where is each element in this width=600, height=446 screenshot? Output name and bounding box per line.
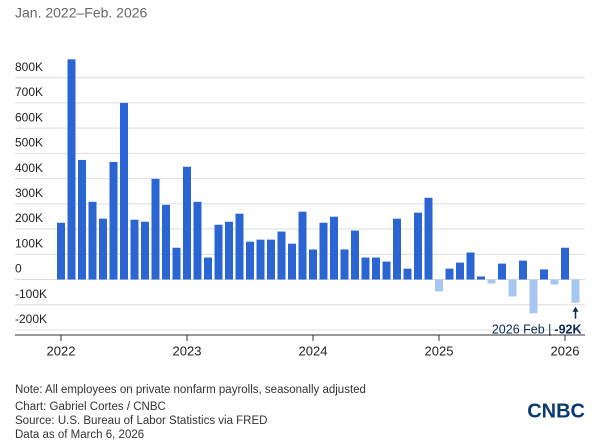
bar: [235, 213, 244, 280]
bar: [246, 241, 254, 280]
bar: [172, 247, 181, 280]
bar: [330, 216, 338, 280]
y-tick-label: 800K: [15, 60, 43, 74]
value-label: -92K: [554, 323, 581, 337]
bar: [477, 276, 485, 280]
chart-subtitle: Jan. 2022–Feb. 2026: [15, 5, 148, 21]
bar: [361, 257, 370, 280]
annotation-arrowhead: [572, 306, 579, 312]
x-tick-label: 2023: [173, 343, 202, 358]
bar: [571, 279, 580, 303]
y-tick-label: 500K: [15, 136, 43, 150]
x-tick-label: 2025: [425, 343, 454, 358]
bar: [372, 257, 380, 280]
bar: [120, 102, 128, 280]
bar: [67, 59, 76, 280]
bar: [456, 262, 464, 280]
source: Source: U.S. Bureau of Labor Statistics …: [15, 415, 267, 427]
bar: [88, 201, 97, 280]
bar: [382, 261, 391, 280]
y-tick-label: 600K: [15, 110, 43, 124]
y-tick-label: 0: [15, 262, 22, 276]
bar: [445, 268, 454, 280]
bar: [78, 159, 86, 280]
annotation: 2026 Feb | -92K: [492, 323, 582, 337]
y-tick-label: 400K: [15, 161, 43, 175]
bar: [162, 204, 170, 280]
bar: [109, 161, 118, 280]
y-tick-label: 300K: [15, 186, 43, 200]
bar: [204, 257, 212, 280]
bar: [277, 231, 286, 280]
bar: [340, 249, 349, 280]
bar: [309, 249, 317, 280]
data-date: Data as of March 6, 2026: [15, 429, 144, 441]
x-tick-label: 2026: [551, 343, 580, 358]
bar: [561, 247, 569, 280]
annotation-text: 2026 Feb |: [492, 323, 552, 337]
y-tick-label: -100K: [15, 287, 47, 301]
bar: [298, 211, 307, 280]
y-tick-label: 200K: [15, 211, 43, 225]
bar: [540, 269, 548, 280]
logo: CNBC: [527, 400, 585, 422]
bar: [498, 263, 506, 280]
bar: [214, 224, 223, 280]
bar: [288, 243, 296, 280]
bar: [151, 178, 160, 280]
credit: Chart: Gabriel Cortes / CNBC: [15, 401, 166, 413]
y-tick-label: -200K: [15, 312, 47, 326]
bar: [519, 260, 527, 280]
bar: [529, 279, 538, 314]
bar: [141, 221, 149, 280]
y-tick-label: 100K: [15, 236, 43, 250]
bar: [183, 166, 191, 280]
bar: [193, 201, 202, 280]
y-tick-label: 700K: [15, 85, 43, 99]
bar: [267, 239, 275, 280]
bar: [487, 279, 496, 284]
bar: [414, 212, 422, 280]
bar: [99, 218, 107, 280]
bar: [466, 252, 475, 280]
note: Note: All employees on private nonfarm p…: [15, 384, 366, 396]
bar: [435, 279, 443, 292]
bar: [550, 279, 559, 285]
bar: [508, 279, 517, 297]
x-tick-label: 2022: [47, 343, 76, 358]
bar: [225, 221, 233, 280]
bar: [130, 219, 139, 280]
bar: [403, 268, 412, 280]
bar: [57, 222, 65, 280]
bar: [424, 197, 433, 280]
bar: [319, 222, 328, 280]
x-tick-label: 2024: [299, 343, 328, 358]
bar: [256, 239, 265, 280]
bar: [393, 218, 401, 280]
bar: [351, 230, 359, 280]
